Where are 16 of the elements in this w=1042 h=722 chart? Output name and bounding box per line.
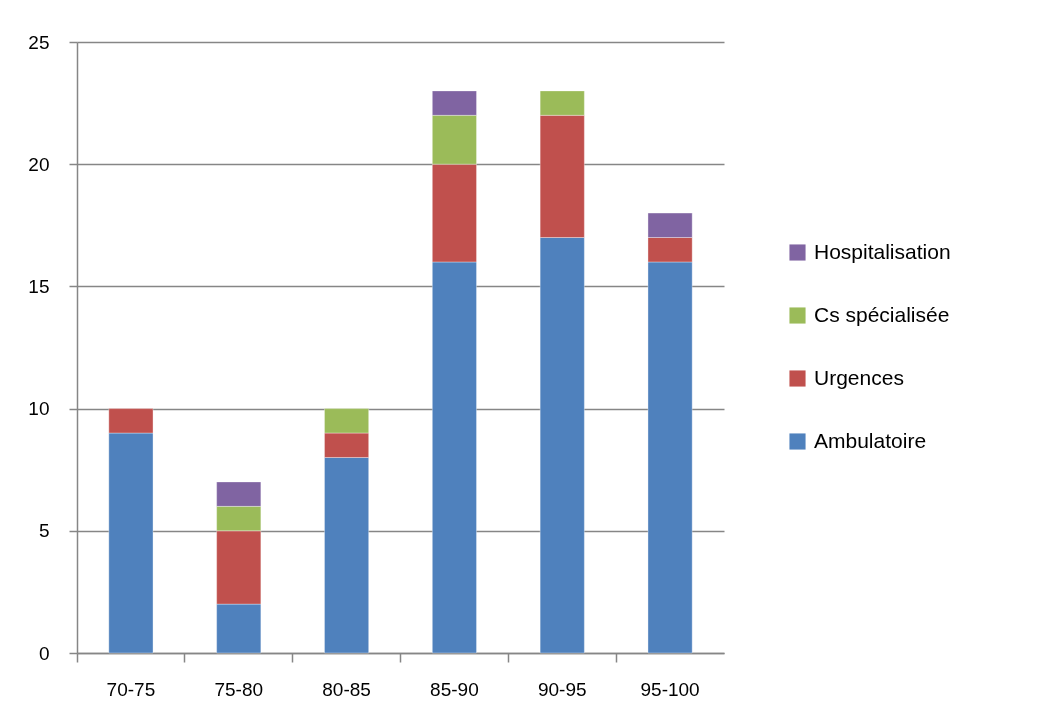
y-tick-label: 5 [38, 520, 50, 542]
legend-label: Hospitalisation [814, 239, 951, 263]
legend-label: Cs spécialisée [814, 302, 950, 326]
x-tick-label: 90-95 [537, 678, 587, 700]
y-tick-label: 25 [28, 31, 50, 53]
y-tick-label: 10 [28, 398, 50, 420]
legend-label: Ambulatoire [814, 428, 927, 452]
legend-label: Urgences [814, 365, 904, 389]
x-tick-label: 95-100 [640, 678, 700, 700]
y-tick-label: 20 [28, 153, 50, 175]
x-tick-label: 85-90 [430, 678, 479, 700]
y-tick-label: 0 [38, 642, 50, 664]
y-tick-label: 15 [28, 275, 50, 297]
x-tick-label: 80-85 [322, 678, 371, 700]
x-tick-label: 75-80 [214, 678, 264, 700]
x-tick-label: 70-75 [106, 678, 156, 700]
